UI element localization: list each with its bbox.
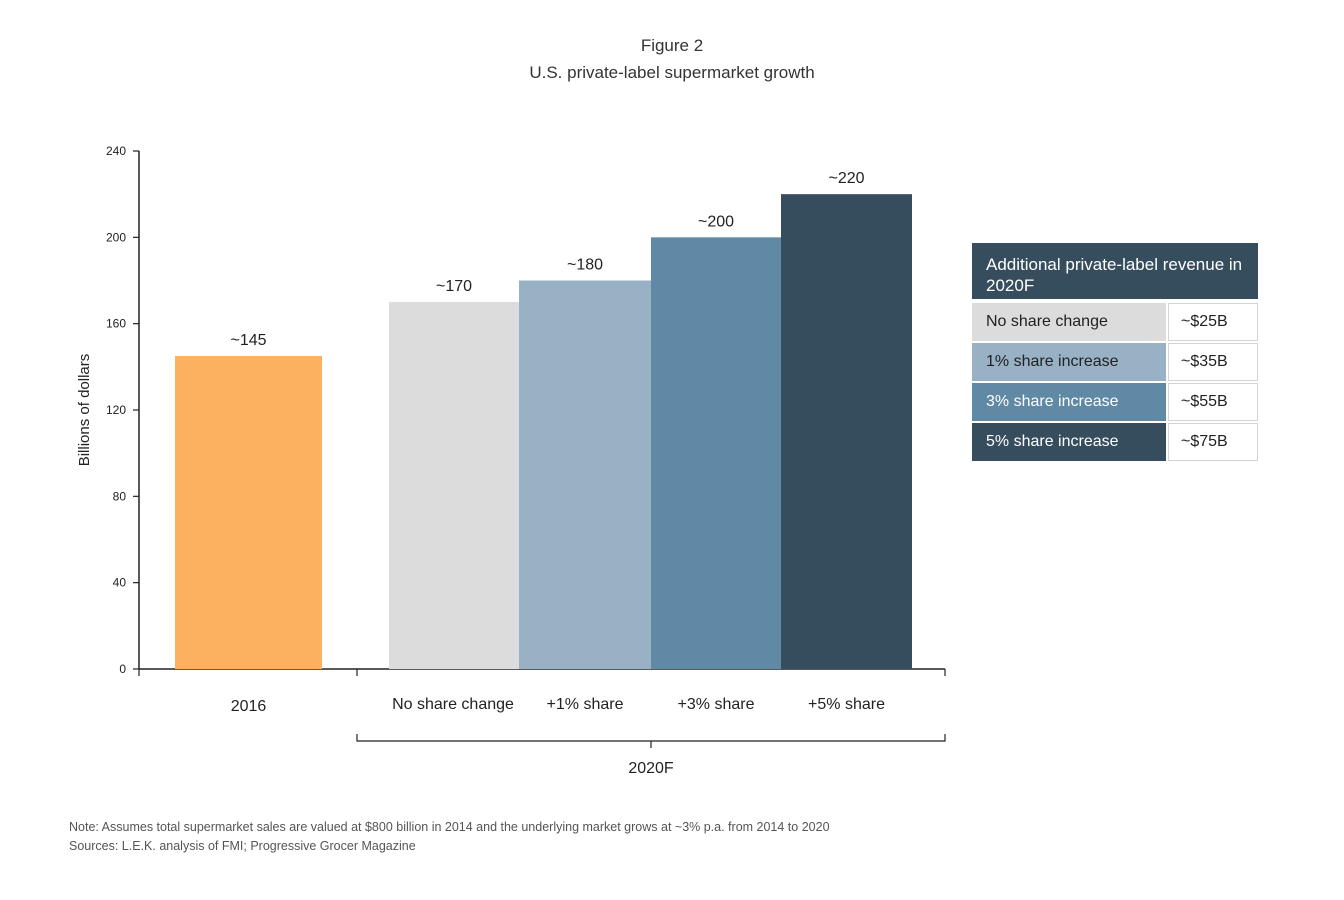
revenue-row-label: 3% share increase <box>972 383 1166 421</box>
group-label: 2020F <box>628 760 674 777</box>
x-category-label: +3% share <box>678 696 755 713</box>
x-category-label: +1% share <box>547 696 624 713</box>
sources-text: Sources: L.E.K. analysis of FMI; Progres… <box>69 839 416 853</box>
revenue-row-label: 5% share increase <box>972 423 1166 461</box>
revenue-row-label: 1% share increase <box>972 343 1166 381</box>
x-category-label: No share change <box>392 696 514 713</box>
revenue-row-value: ~$55B <box>1168 383 1258 421</box>
bar-data-label: ~200 <box>698 213 734 230</box>
revenue-table-row: 5% share increase ~$75B <box>972 423 1258 461</box>
bar <box>519 280 651 669</box>
bar <box>781 194 912 669</box>
figure-label: Figure 2 <box>640 36 704 55</box>
y-tick-label: 80 <box>113 489 127 503</box>
revenue-table-row: 3% share increase ~$55B <box>972 383 1258 421</box>
revenue-row-value: ~$75B <box>1168 423 1258 461</box>
revenue-table-row: No share change ~$25B <box>972 303 1258 341</box>
x-category-label: +5% share <box>808 696 885 713</box>
y-tick-label: 40 <box>113 576 127 590</box>
revenue-row-label: No share change <box>972 303 1166 341</box>
chart-title: U.S. private-label supermarket growth <box>529 63 815 82</box>
revenue-table-header: Additional private-label revenue in 2020… <box>972 243 1258 301</box>
revenue-table: Additional private-label revenue in 2020… <box>972 243 1258 461</box>
y-tick-label: 200 <box>106 230 126 244</box>
bar <box>389 302 519 669</box>
revenue-row-value: ~$25B <box>1168 303 1258 341</box>
y-tick-label: 160 <box>106 317 126 331</box>
y-tick-label: 0 <box>119 662 126 676</box>
note-text: Note: Assumes total supermarket sales ar… <box>69 820 830 834</box>
revenue-table-row: 1% share increase ~$35B <box>972 343 1258 381</box>
bar-data-label: ~170 <box>436 278 472 295</box>
y-tick-label: 120 <box>106 403 126 417</box>
bar <box>651 237 781 670</box>
group-bracket <box>356 734 946 742</box>
bar-data-label: ~145 <box>230 332 266 349</box>
bar-chart: 0 40 80 120 160 200 240 Billions of dollars ~145… <box>76 144 946 777</box>
x-category-label: 2016 <box>231 698 267 715</box>
bar <box>175 356 322 669</box>
y-tick-label: 240 <box>106 144 126 158</box>
revenue-table-body: No share change ~$25B 1% share increase ~$3… <box>972 303 1258 461</box>
y-axis-label: Billions of dollars <box>76 354 93 467</box>
bar-data-label: ~180 <box>567 257 603 274</box>
revenue-row-value: ~$35B <box>1168 343 1258 381</box>
bar-data-label: ~220 <box>828 170 864 187</box>
